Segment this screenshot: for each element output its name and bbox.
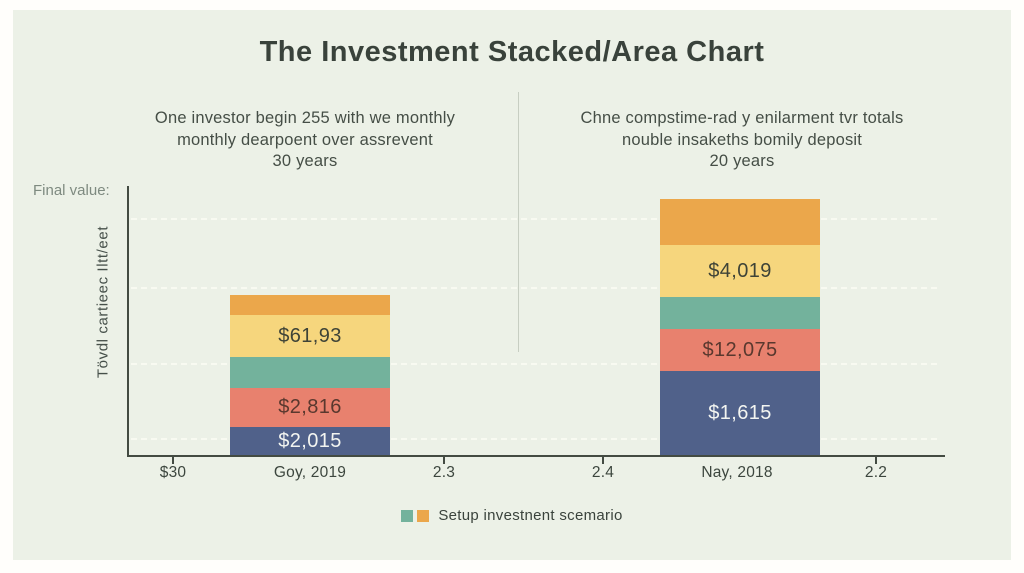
right-scenario-caption: Chne compstime-rad y enilarment tvr tota… bbox=[542, 108, 942, 173]
x-axis-label: Nay, 2018 bbox=[701, 464, 773, 481]
bar-value-label: $2,015 bbox=[278, 429, 342, 452]
caption-line: 30 years bbox=[272, 152, 338, 170]
x-axis-tick bbox=[602, 457, 604, 464]
bar-segment-navy: $2,015 bbox=[230, 427, 390, 455]
caption-line: nouble insakeths bomily deposit bbox=[621, 130, 863, 149]
bar-value-label: $61,93 bbox=[278, 324, 342, 347]
final-value-label: Final value: bbox=[33, 182, 110, 199]
x-axis-tick bbox=[172, 457, 174, 464]
gridline bbox=[131, 363, 937, 365]
x-axis-tick bbox=[443, 457, 445, 464]
bar-value-label: $4,019 bbox=[708, 259, 772, 282]
bar-segment-orange bbox=[660, 199, 820, 245]
y-axis-line bbox=[127, 186, 129, 457]
gridline bbox=[131, 438, 937, 440]
legend-label: Setup investnent scemario bbox=[438, 507, 623, 524]
bar-segment-yellow: $4,019 bbox=[660, 245, 820, 297]
x-axis-label: 2.2 bbox=[864, 464, 888, 481]
x-axis-label: 2.4 bbox=[591, 464, 615, 481]
caption-line: Chne compstime-rad y enilarment tvr tota… bbox=[580, 109, 904, 127]
caption-line: One investor begin 255 with we monthly bbox=[154, 109, 456, 127]
bar-segment-orange bbox=[230, 295, 390, 315]
y-axis-label: Tövdl cartieec Iltt/eet bbox=[94, 225, 112, 379]
bar-value-label: $1,615 bbox=[708, 401, 772, 424]
gridline bbox=[131, 218, 937, 220]
legend-swatch bbox=[417, 509, 430, 522]
left-scenario-caption: One investor begin 255 with we monthly m… bbox=[105, 108, 505, 173]
stacked-bar: $4,019 $12,075 $1,615 bbox=[660, 199, 820, 455]
legend-swatch bbox=[401, 509, 414, 522]
legend-swatches bbox=[401, 509, 430, 522]
x-axis-tick bbox=[875, 457, 877, 464]
caption-line: 20 years bbox=[709, 152, 775, 170]
legend: Setup investnent scemario bbox=[0, 507, 1024, 524]
bar-value-label: $12,075 bbox=[702, 338, 778, 361]
x-axis-line bbox=[127, 455, 945, 457]
bar-segment-yellow: $61,93 bbox=[230, 315, 390, 357]
column-divider bbox=[518, 92, 519, 352]
stacked-bar: $61,93 $2,816 $2,015 bbox=[230, 295, 390, 455]
x-axis-label: $30 bbox=[159, 464, 187, 481]
gridline bbox=[131, 287, 937, 289]
caption-line: monthly dearpoent over assrevent bbox=[177, 130, 433, 149]
bar-segment-teal bbox=[230, 357, 390, 388]
x-axis-label: Goy, 2019 bbox=[273, 464, 347, 481]
bar-segment-salmon: $12,075 bbox=[660, 329, 820, 371]
chart-card bbox=[13, 10, 1011, 560]
x-axis-label: 2.3 bbox=[432, 464, 456, 481]
bar-segment-teal bbox=[660, 297, 820, 329]
bar-segment-salmon: $2,816 bbox=[230, 388, 390, 427]
bar-value-label: $2,816 bbox=[278, 396, 342, 418]
bar-segment-navy: $1,615 bbox=[660, 371, 820, 455]
chart-title: The Investment Stacked/Area Chart bbox=[259, 36, 765, 68]
